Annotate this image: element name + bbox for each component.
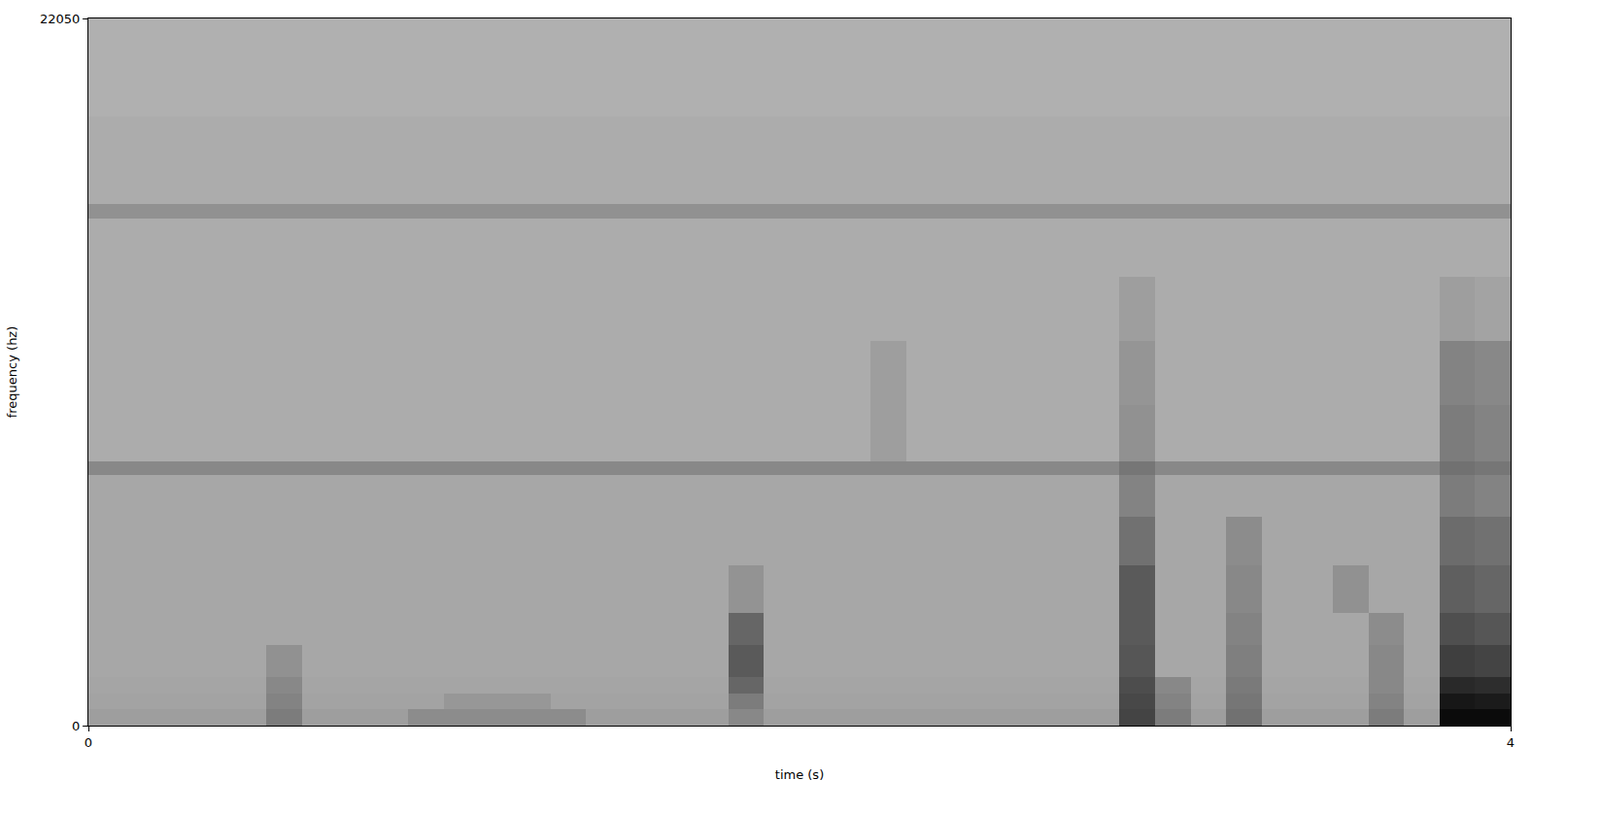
- svg-text:22050: 22050: [39, 11, 80, 27]
- svg-text:4: 4: [1506, 735, 1515, 750]
- svg-text:frequency (hz): frequency (hz): [4, 326, 20, 419]
- svg-text:0: 0: [84, 735, 93, 750]
- svg-text:time (s): time (s): [775, 767, 824, 783]
- svg-text:0: 0: [71, 718, 80, 734]
